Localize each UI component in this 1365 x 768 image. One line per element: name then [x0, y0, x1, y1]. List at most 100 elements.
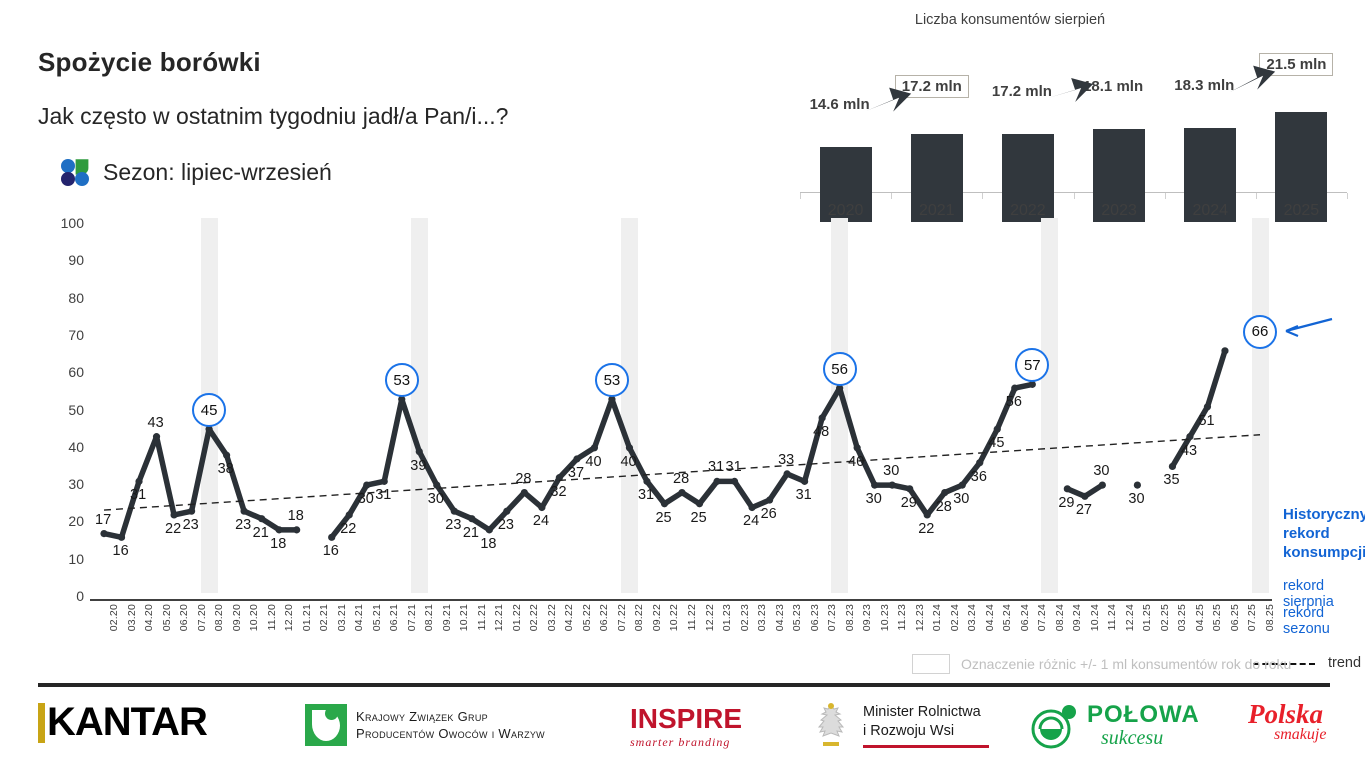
footnote-text: Oznaczenie różnic +/- 1 ml konsumentów r… [961, 656, 1292, 672]
x-tick-07.25: 07.25 [1246, 604, 1259, 632]
x-tick-02.23: 02.23 [738, 604, 751, 632]
data-point [1221, 347, 1229, 355]
page-subtitle: Jak często w ostatnim tygodniu jadł/a Pa… [38, 103, 509, 129]
x-tick-12.21: 12.21 [493, 604, 506, 632]
inspire-logo: INSPIRE smarter branding [630, 705, 742, 750]
kantar-logo: KANTAR [38, 700, 208, 745]
x-tick-09.20: 09.20 [230, 604, 243, 632]
point-label-11.23: 30 [883, 463, 900, 480]
bar-value-2024: 18.3 mln [1174, 77, 1235, 95]
bar-tick [891, 193, 893, 199]
x-tick-04.25: 04.25 [1193, 604, 1206, 632]
x-tick-04.20: 04.20 [143, 604, 156, 632]
x-tick-11.21: 11.21 [475, 604, 488, 631]
inspire-wordmark: INSPIRE [630, 703, 743, 734]
y-tick-30: 30 [68, 476, 84, 493]
data-point [1011, 384, 1019, 392]
y-tick-100: 100 [60, 215, 84, 231]
x-axis-line [90, 599, 1272, 601]
data-point [608, 395, 616, 403]
point-label-05.21: 30 [357, 491, 374, 508]
point-label-11.22: 28 [673, 470, 690, 487]
point-label-10.20: 23 [235, 517, 252, 534]
bar-chart-plot: 14.6 mln 2020 17.2 mln 2021 17.2 mln 2022 18.1… [800, 52, 1350, 222]
point-label-04.22: 32 [550, 483, 567, 500]
point-label-07.20: 23 [182, 517, 199, 534]
x-tick-02.21: 02.21 [318, 604, 331, 632]
point-label-05.23: 33 [778, 451, 795, 468]
data-point [485, 526, 493, 534]
annotation-august-record: rekord sierpnia [1283, 578, 1334, 610]
point-label-10.22: 25 [655, 509, 672, 526]
kzg-logo: Krajowy Związek Grup Producentów Owoców … [305, 704, 545, 746]
data-point [748, 503, 756, 512]
bar-axis-line [800, 192, 1347, 193]
bar-tick [800, 193, 801, 199]
data-point [415, 447, 423, 456]
bar-tick [1164, 193, 1166, 199]
point-label-01.23: 31 [708, 459, 725, 476]
data-point [643, 477, 651, 485]
point-label-08.22: 40 [620, 453, 637, 470]
x-tick-03.23: 03.23 [756, 604, 769, 632]
bar-chart-title: Liczba konsumentów sierpień [914, 12, 1106, 28]
point-label-11.24: 30 [1093, 463, 1110, 480]
y-tick-60: 60 [68, 364, 84, 381]
highlight-ring-07.21: 53 [384, 363, 419, 398]
page-title: Spożycie borówki [38, 47, 261, 77]
data-point [573, 455, 581, 463]
y-tick-0: 0 [76, 588, 84, 604]
kzg-line-1: Krajowy Związek Grup [356, 709, 488, 724]
bar-tick [1073, 193, 1075, 199]
data-point [1063, 485, 1071, 493]
x-tick-11.23: 11.23 [896, 604, 909, 631]
x-tick-04.24: 04.24 [983, 604, 996, 632]
data-point [1186, 433, 1194, 441]
x-tick-05.21: 05.21 [370, 604, 383, 632]
x-tick-08.23: 08.23 [843, 604, 856, 632]
y-tick-20: 20 [68, 513, 84, 530]
bar-year-2022: 2022 [1010, 202, 1046, 219]
x-tick-04.21: 04.21 [353, 604, 366, 632]
line-segment [101, 426, 300, 541]
bar-tick [982, 193, 984, 199]
x-tick-10.22: 10.22 [668, 604, 681, 632]
x-tick-02.25: 02.25 [1158, 604, 1171, 632]
polska-smakuje-logo: Polska smakuje [1248, 700, 1326, 744]
y-tick-40: 40 [68, 438, 84, 455]
point-label-06.23: 31 [795, 487, 812, 504]
consumers-bar-chart: Liczba konsumentów sierpień 14.6 mln 2020… [795, 12, 1355, 227]
x-tick-06.24: 06.24 [1018, 604, 1031, 632]
point-label-09.24: 29 [1058, 494, 1075, 511]
x-tick-01.24: 01.24 [931, 604, 944, 632]
x-tick-03.25: 03.25 [1176, 604, 1189, 632]
data-point [801, 477, 809, 485]
data-point [1098, 481, 1106, 489]
data-point [223, 451, 231, 459]
x-tick-04.23: 04.23 [773, 604, 786, 632]
x-tick-09.24: 09.24 [1071, 604, 1084, 632]
data-point [906, 485, 914, 493]
point-label-09.22: 31 [637, 487, 655, 504]
four-dots-leaf-icon [61, 159, 89, 186]
bar-year-2025: 2025 [1283, 202, 1320, 219]
highlight-ring-08.20: 45 [192, 393, 227, 428]
point-label-12.20: 18 [270, 535, 287, 552]
kantar-accent-bar [38, 702, 45, 743]
x-tick-12.23: 12.23 [913, 604, 926, 632]
x-tick-06.20: 06.20 [178, 604, 191, 632]
x-tick-02.22: 02.22 [528, 604, 541, 632]
y-axis-labels: 0 10 20 30 40 50 60 70 80 90 100 [38, 215, 84, 604]
x-tick-08.24: 08.24 [1053, 604, 1066, 632]
polowa-circle-icon [1031, 705, 1076, 749]
season-label: Sezon: lipiec-wrzesień [103, 159, 332, 185]
data-point [503, 507, 511, 515]
point-label-09.20: 38 [217, 461, 234, 478]
point-label-05.24: 45 [988, 435, 1005, 452]
data-point [468, 515, 476, 523]
point-label-01.22: 23 [497, 517, 514, 534]
line-chart-plot [90, 218, 1272, 599]
trend-line [103, 434, 1261, 511]
august-band-08.24 [1041, 218, 1059, 593]
bar-value-2021: 17.2 mln [894, 74, 969, 98]
